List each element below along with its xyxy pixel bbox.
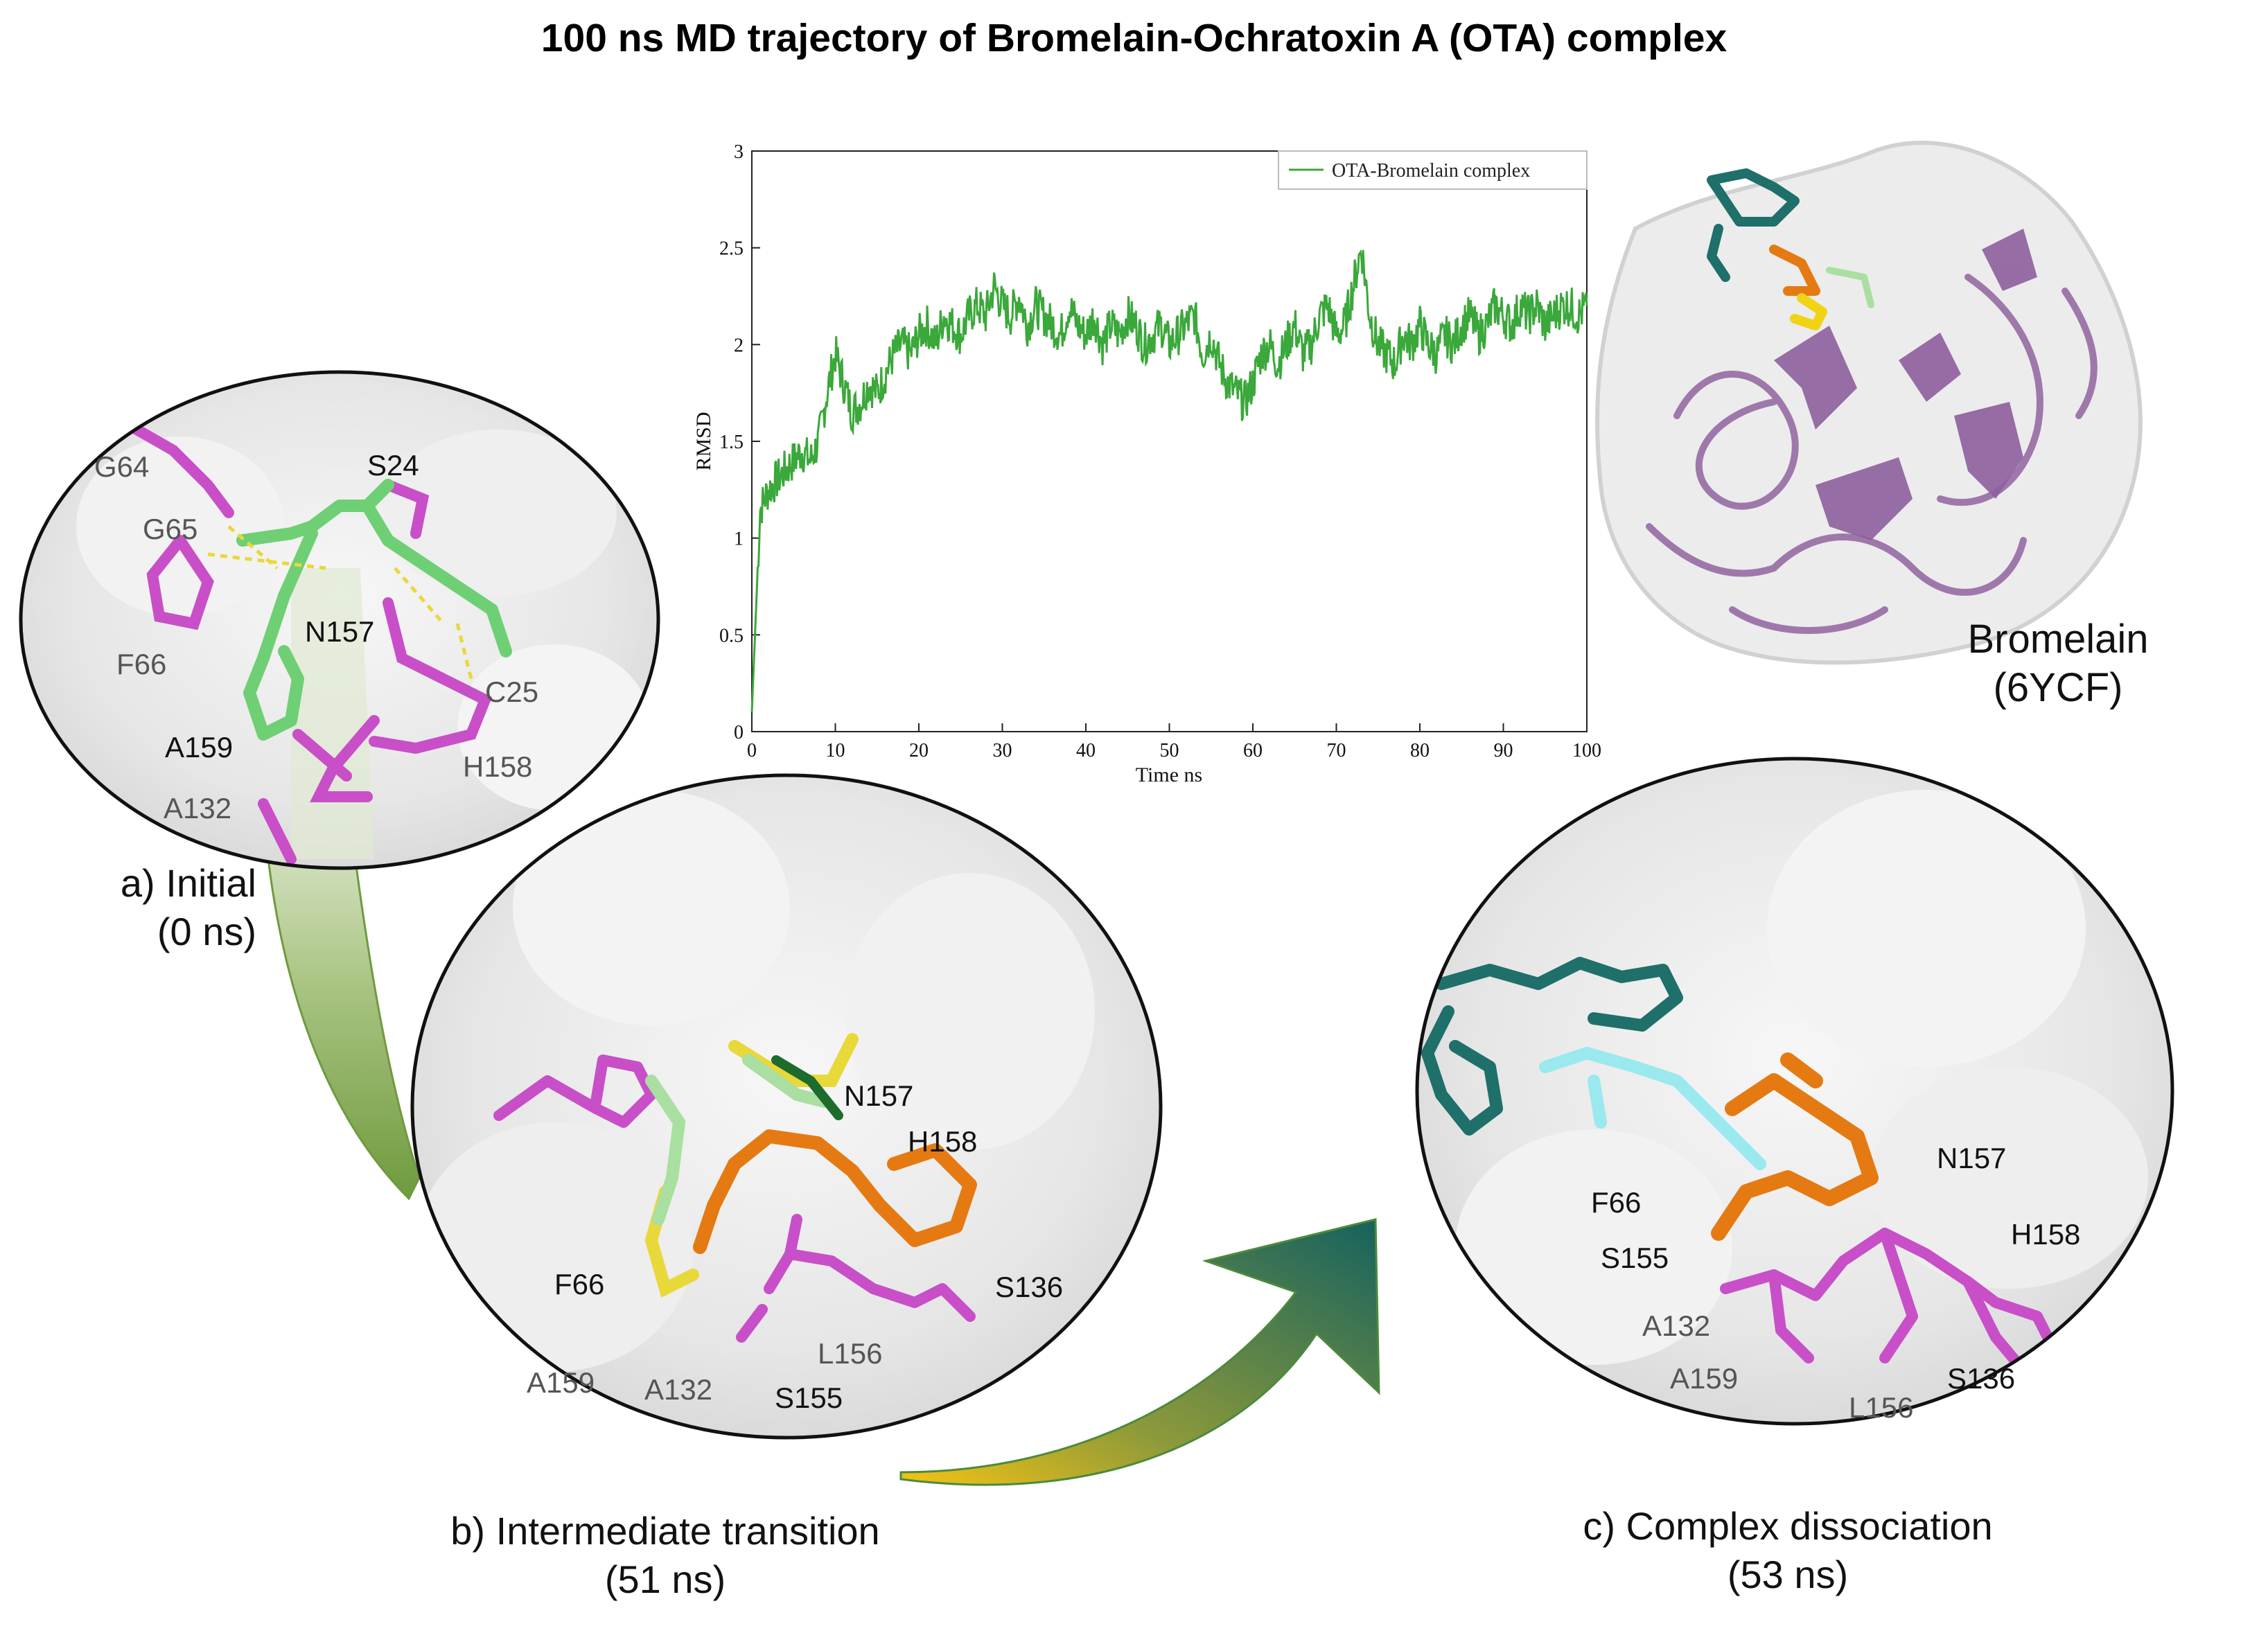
residue-label: C25 bbox=[485, 676, 539, 708]
residue-label: N157 bbox=[1937, 1142, 2007, 1174]
panel-b-caption-line1: b) Intermediate transition bbox=[450, 1509, 880, 1553]
residue-label: L156 bbox=[1849, 1391, 1914, 1424]
residue-label: S155 bbox=[1601, 1242, 1669, 1274]
residue-label: A159 bbox=[527, 1366, 595, 1399]
panel-b-caption-line2: (51 ns) bbox=[604, 1557, 726, 1601]
transition-arrow-b-to-c bbox=[899, 1218, 1380, 1486]
x-axis-label: Time ns bbox=[1136, 763, 1202, 786]
residue-label: S24 bbox=[367, 449, 419, 482]
residue-label: L156 bbox=[818, 1337, 883, 1370]
residue-label: F66 bbox=[1591, 1186, 1642, 1219]
bromelain-structure bbox=[1595, 141, 2143, 665]
y-tick-label: 1 bbox=[734, 529, 744, 550]
panel-a-caption-line2: (0 ns) bbox=[157, 910, 256, 953]
transition-arrow-a-to-b bbox=[262, 809, 421, 1201]
panel-b-caption: b) Intermediate transition (51 ns) bbox=[388, 1507, 942, 1604]
y-tick-label: 3 bbox=[734, 141, 744, 163]
residue-label: S155 bbox=[775, 1382, 843, 1414]
panel-b-zoom bbox=[410, 773, 1163, 1440]
residue-label: N157 bbox=[305, 615, 375, 648]
residue-label: G64 bbox=[94, 450, 150, 483]
residue-label: A132 bbox=[164, 792, 232, 824]
x-tick-label: 90 bbox=[1494, 740, 1513, 761]
residue-label: F66 bbox=[554, 1268, 605, 1300]
protein-name: Bromelain bbox=[1967, 617, 2149, 662]
panel-a-caption: a) Initial (0 ns) bbox=[76, 859, 256, 956]
residue-label: F66 bbox=[116, 648, 167, 680]
residue-label: A132 bbox=[1642, 1309, 1711, 1342]
x-tick-label: 80 bbox=[1410, 740, 1430, 761]
x-tick-label: 70 bbox=[1327, 740, 1346, 761]
y-tick-label: 0 bbox=[734, 722, 744, 743]
y-tick-label: 1.5 bbox=[719, 432, 744, 453]
x-tick-label: 30 bbox=[993, 740, 1012, 761]
y-tick-label: 0.5 bbox=[719, 625, 744, 646]
protein-pdb-id: (6YCF) bbox=[1993, 664, 2123, 710]
residue-label: H158 bbox=[908, 1125, 978, 1158]
residue-label: H158 bbox=[2011, 1218, 2081, 1251]
x-tick-label: 50 bbox=[1160, 740, 1179, 761]
figure-title: 100 ns MD trajectory of Bromelain-Ochrat… bbox=[540, 16, 1728, 60]
y-tick-label: 2.5 bbox=[719, 238, 744, 260]
residue-label: G65 bbox=[143, 513, 198, 545]
residue-label: S136 bbox=[1947, 1362, 2016, 1395]
x-tick-label: 100 bbox=[1572, 740, 1601, 761]
panel-a-caption-line1: a) Initial bbox=[120, 861, 256, 905]
residue-label: A132 bbox=[644, 1373, 713, 1406]
rmsd-chart: 0 0.5 1 1.5 2 2.5 3 0 10 20 30 40 50 60 70 80 90 100 RMS… bbox=[692, 141, 1601, 786]
legend-label: OTA-Bromelain complex bbox=[1332, 160, 1530, 182]
x-tick-label: 10 bbox=[826, 740, 845, 761]
x-tick-label: 60 bbox=[1243, 740, 1263, 761]
rmsd-series-line bbox=[750, 249, 1588, 713]
y-axis-label: RMSD bbox=[692, 412, 715, 470]
x-tick-label: 20 bbox=[909, 740, 929, 761]
x-tick-label: 40 bbox=[1076, 740, 1096, 761]
chart-legend-box bbox=[1278, 150, 1588, 190]
y-tick-label: 2 bbox=[734, 335, 744, 356]
panel-c-zoom bbox=[1415, 757, 2174, 1426]
residue-label: A159 bbox=[165, 731, 234, 763]
x-tick-label: 0 bbox=[747, 740, 757, 761]
residue-label: A159 bbox=[1670, 1362, 1739, 1395]
panel-c-caption: c) Complex dissociation (53 ns) bbox=[1504, 1502, 2072, 1599]
panel-c-caption-line1: c) Complex dissociation bbox=[1583, 1504, 1993, 1548]
protein-label: Bromelain (6YCF) bbox=[1926, 615, 2190, 712]
panel-c-caption-line2: (53 ns) bbox=[1727, 1553, 1849, 1596]
chart-plot-area bbox=[751, 150, 1588, 732]
residue-label: H158 bbox=[463, 750, 533, 783]
residue-label: S136 bbox=[995, 1271, 1064, 1303]
residue-label: N157 bbox=[844, 1079, 914, 1112]
